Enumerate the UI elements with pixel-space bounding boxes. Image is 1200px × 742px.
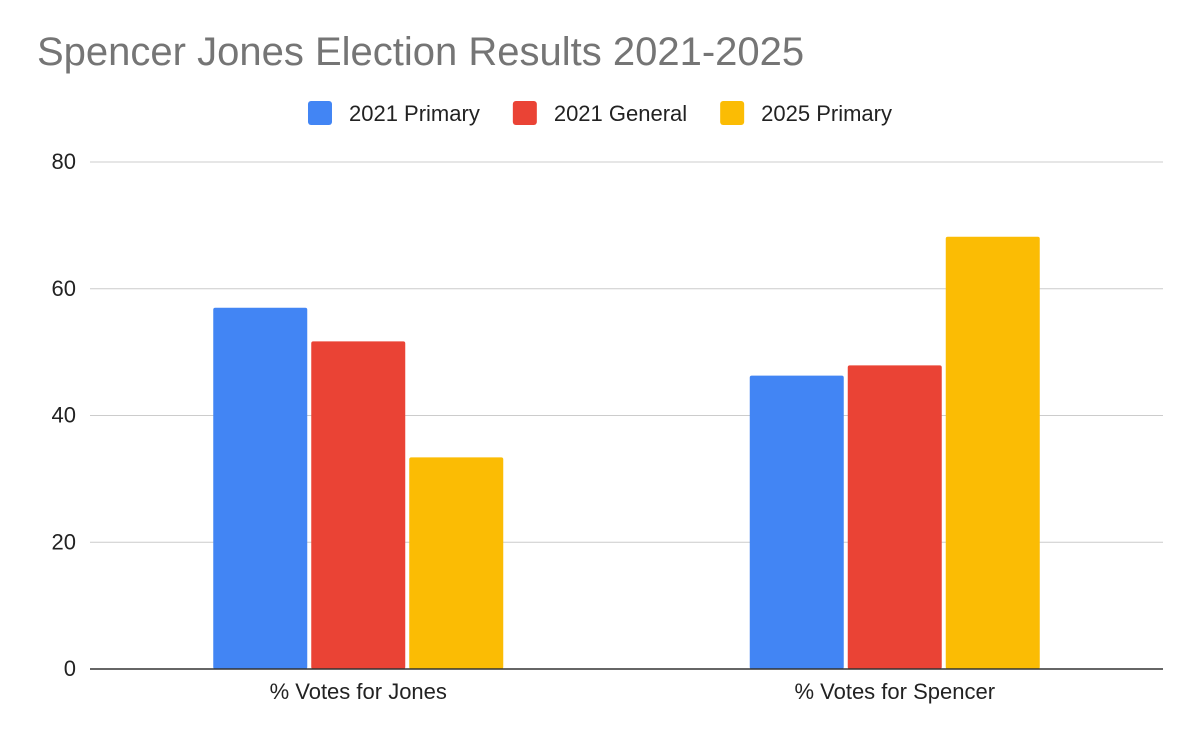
legend-swatch <box>720 101 745 125</box>
x-axis-category-labels: % Votes for Jones % Votes for Spencer <box>270 679 995 704</box>
y-tick-label: 40 <box>52 403 76 428</box>
bar <box>311 341 406 669</box>
legend-swatch <box>512 101 537 125</box>
bar <box>749 375 844 669</box>
x-category-label: % Votes for Jones <box>270 679 447 704</box>
bar <box>409 457 504 669</box>
y-tick-label: 80 <box>52 149 76 174</box>
y-tick-label: 0 <box>64 656 76 681</box>
legend: 2021 Primary 2021 General 2025 Primary <box>307 101 892 126</box>
legend-swatch <box>307 101 332 125</box>
y-tick-label: 60 <box>52 276 76 301</box>
bar <box>945 236 1040 669</box>
legend-label: 2021 General <box>554 101 687 126</box>
bar <box>213 307 308 669</box>
bar <box>847 365 942 669</box>
bars <box>213 236 1040 669</box>
x-category-label: % Votes for Spencer <box>794 679 995 704</box>
y-axis-tick-labels: 0 20 40 60 80 <box>52 149 76 681</box>
y-tick-label: 20 <box>52 529 76 554</box>
chart-title: Spencer Jones Election Results 2021-2025 <box>37 30 805 74</box>
legend-label: 2025 Primary <box>761 101 892 126</box>
legend-label: 2021 Primary <box>349 101 480 126</box>
